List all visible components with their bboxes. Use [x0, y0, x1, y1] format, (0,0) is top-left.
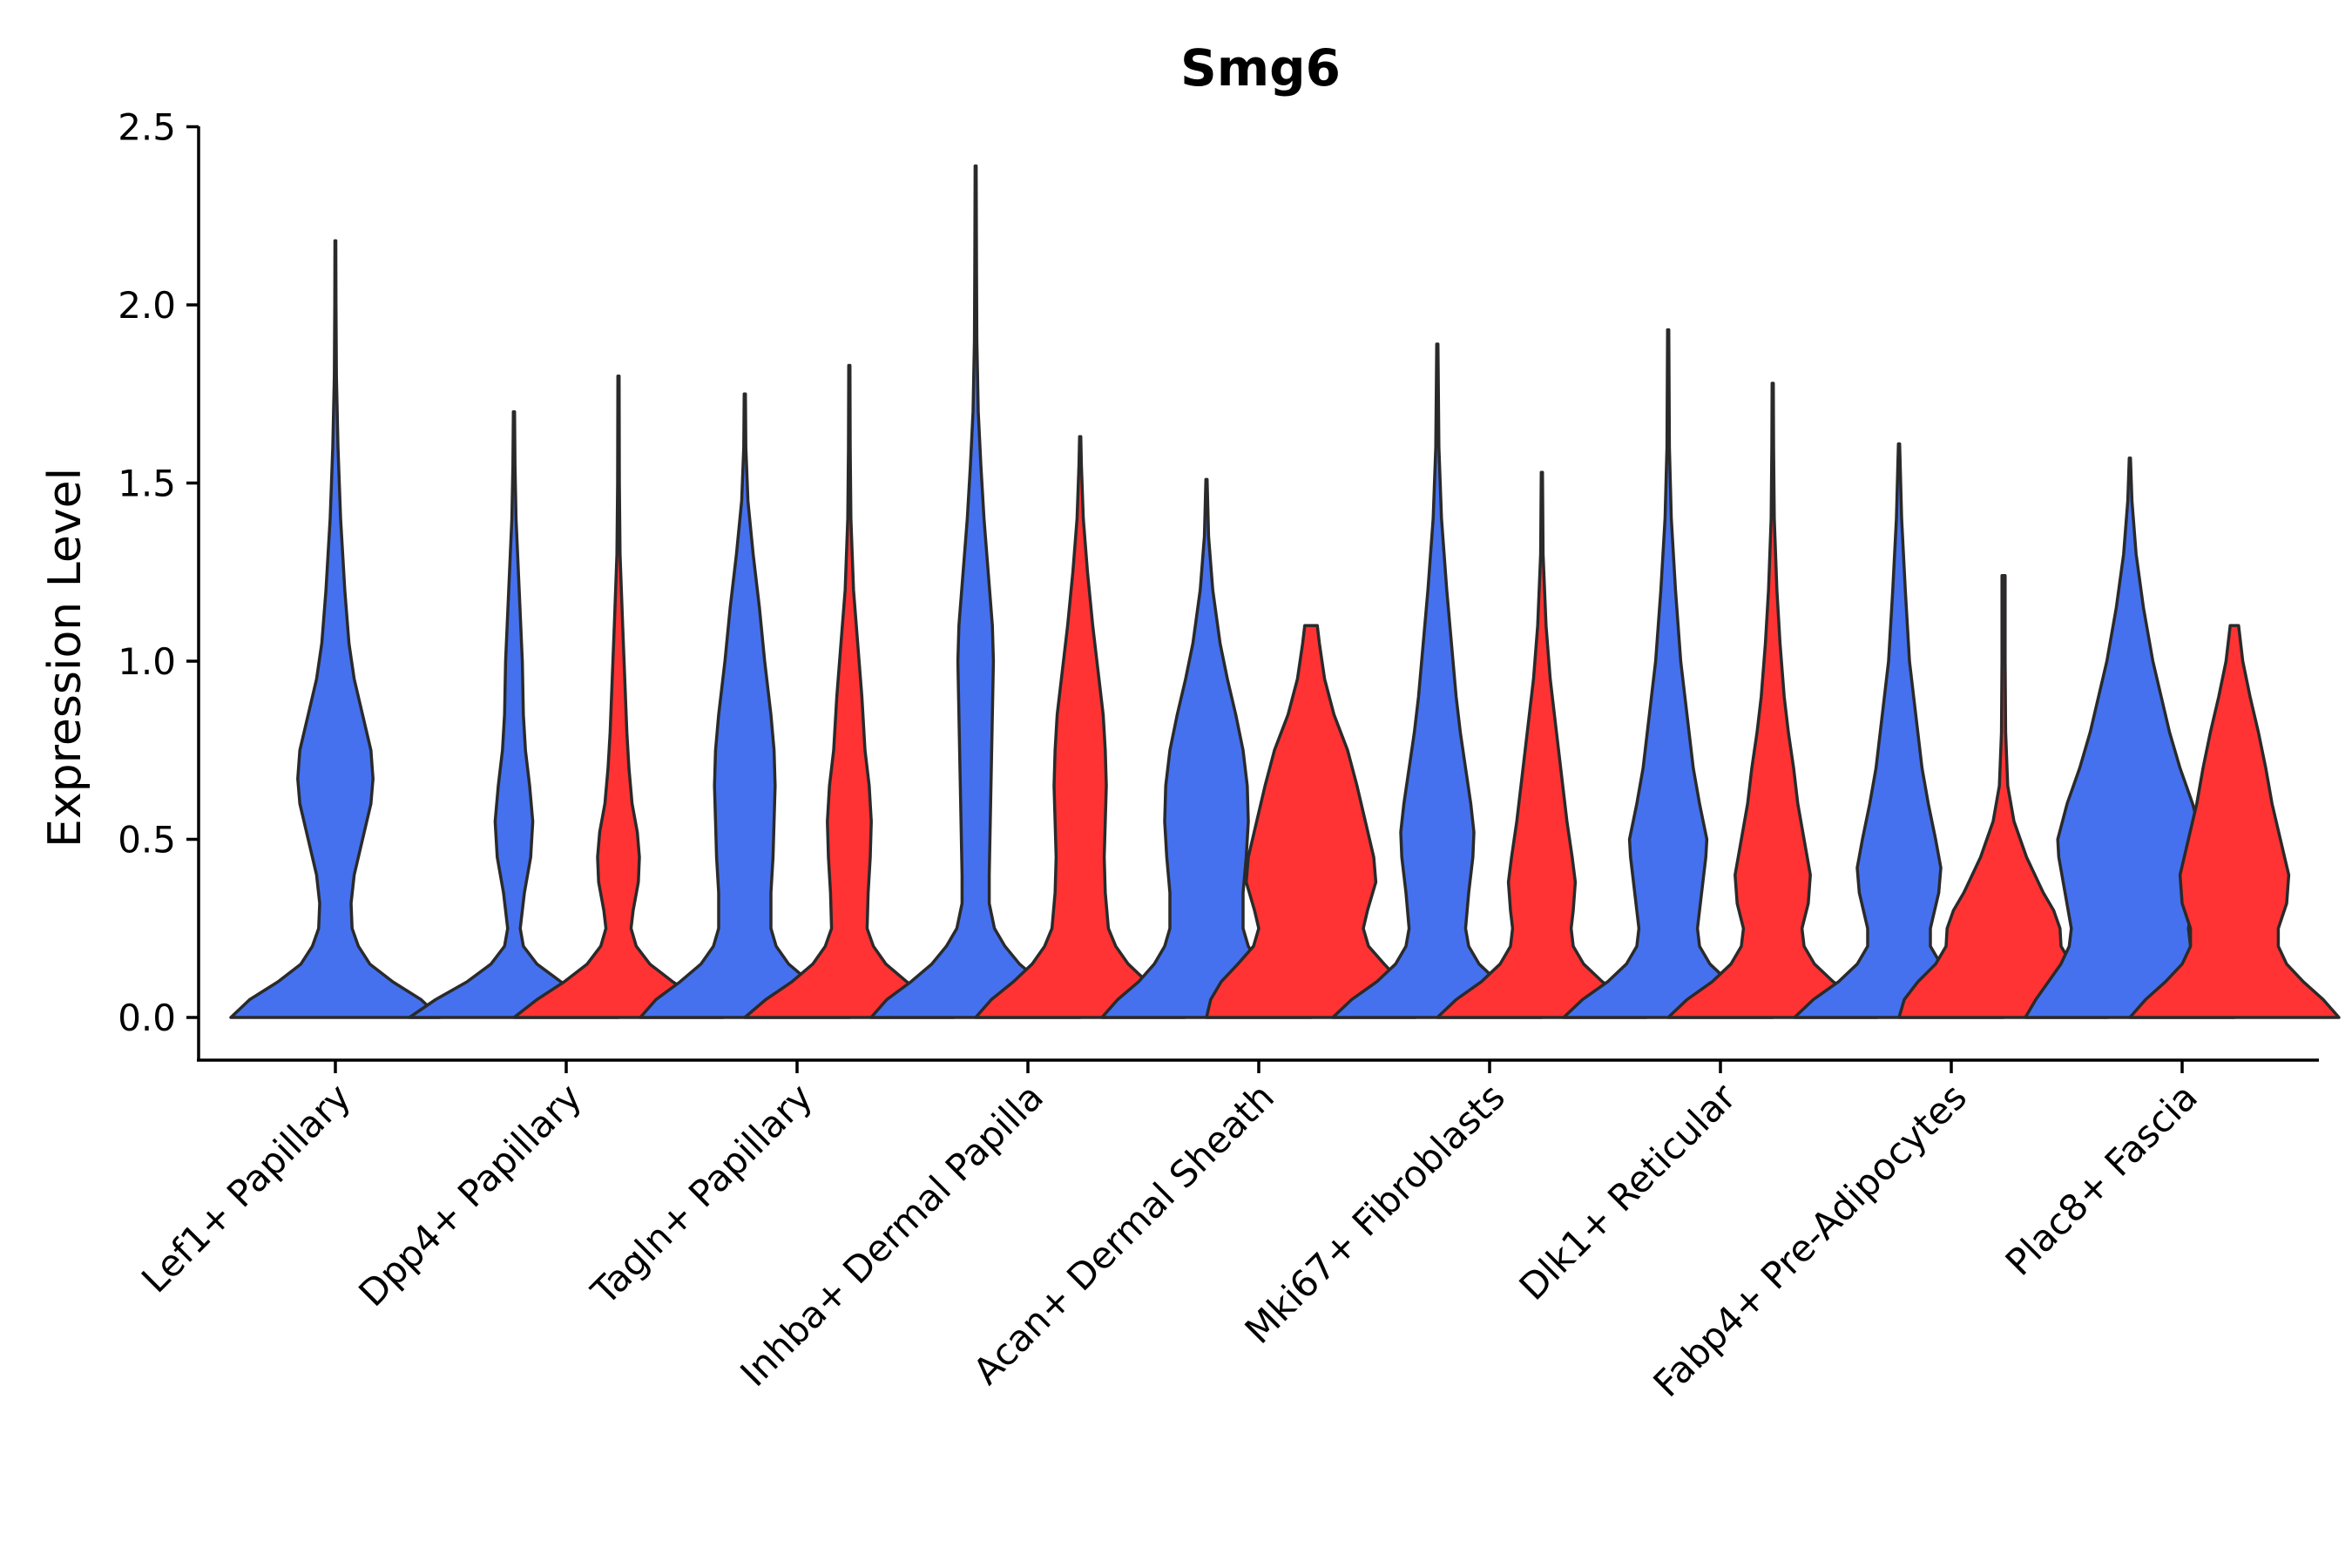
- violin-blue: [1331, 342, 1544, 1019]
- y-tick-label: 2.5: [118, 106, 176, 149]
- x-tick-label: Lef1+ Papillary: [133, 1075, 359, 1301]
- violin-red: [974, 435, 1186, 1019]
- x-tick-label: Dpp4+ Papillary: [350, 1075, 590, 1315]
- violin-red: [1436, 470, 1648, 1019]
- x-tick-label: Dlk1+ Reticular: [1511, 1075, 1745, 1308]
- violin-blue: [1793, 442, 2005, 1019]
- violin-group: [229, 164, 2341, 1019]
- y-tick-label: 0.5: [118, 819, 176, 862]
- violin-red: [743, 363, 956, 1019]
- violin-blue: [869, 164, 1082, 1019]
- violin-red: [1897, 574, 2110, 1019]
- y-axis-label: Expression Level: [39, 468, 91, 848]
- x-tick-label: Mki67+ Fibroblasts: [1237, 1075, 1513, 1351]
- chart-title: Smg6: [1180, 38, 1341, 98]
- y-tick-label: 0.0: [118, 997, 176, 1039]
- x-tick-label: Plac8+ Fascia: [1997, 1075, 2206, 1283]
- violin-blue: [1100, 477, 1313, 1019]
- x-tick-label: Tagln+ Papillary: [583, 1075, 821, 1313]
- violin-red: [1205, 624, 1417, 1019]
- violin-red: [1666, 382, 1879, 1019]
- violin-blue: [408, 409, 620, 1019]
- violin-blue: [639, 392, 851, 1019]
- violin-blue: [229, 239, 442, 1019]
- violin-red: [2128, 624, 2341, 1019]
- y-tick-label: 2.0: [118, 284, 176, 327]
- y-ticks: 0.0 0.5 1.0 1.5 2.0 2.5: [118, 106, 199, 1039]
- violin-red: [512, 375, 725, 1019]
- violin-blue: [1562, 328, 1774, 1019]
- y-tick-label: 1.5: [118, 463, 176, 505]
- y-tick-label: 1.0: [118, 640, 176, 683]
